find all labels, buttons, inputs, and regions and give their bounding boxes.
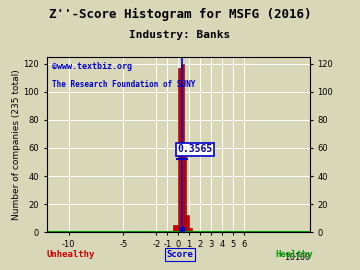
Text: ©www.textbiz.org: ©www.textbiz.org xyxy=(52,62,132,71)
Text: 0.3565: 0.3565 xyxy=(177,144,212,154)
Bar xyxy=(181,64,184,232)
Bar xyxy=(189,228,192,232)
Text: Industry: Banks: Industry: Banks xyxy=(129,30,231,40)
Text: Z''-Score Histogram for MSFG (2016): Z''-Score Histogram for MSFG (2016) xyxy=(49,8,311,21)
Bar xyxy=(186,215,189,232)
Text: Score: Score xyxy=(167,250,193,259)
Bar xyxy=(184,155,186,232)
Y-axis label: Number of companies (235 total): Number of companies (235 total) xyxy=(12,69,21,220)
Bar xyxy=(178,68,181,232)
Text: Unhealthy: Unhealthy xyxy=(47,250,95,259)
Bar xyxy=(173,225,178,232)
Text: Healthy: Healthy xyxy=(275,250,313,259)
Text: 10100: 10100 xyxy=(285,253,310,262)
Text: The Research Foundation of SUNY: The Research Foundation of SUNY xyxy=(52,79,195,89)
